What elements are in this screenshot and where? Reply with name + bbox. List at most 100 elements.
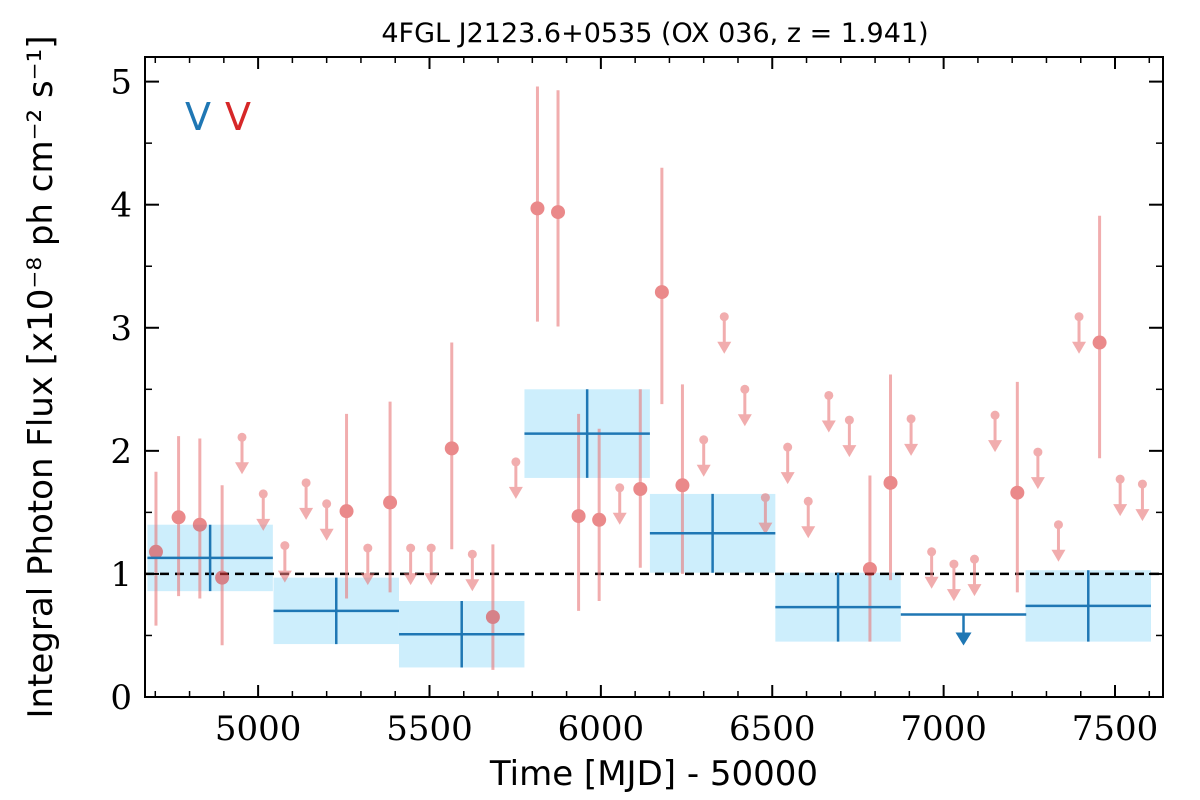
x-tick-label: 5000 <box>215 709 302 749</box>
red-point <box>592 512 607 527</box>
red-series <box>148 86 1150 670</box>
red-point <box>383 495 398 510</box>
chart-title: 4FGL J2123.6+0535 (OX 036, z = 1.941) <box>381 18 928 49</box>
plot-frame <box>144 56 1164 698</box>
red-upper-limit-point <box>719 312 729 322</box>
red-upper-limit-point <box>237 432 247 442</box>
y-axis: 0 1 2 3 4 5 <box>110 63 1163 718</box>
red-upper-limit-point <box>1074 312 1084 322</box>
y-tick-label: 3 <box>110 309 132 349</box>
red-upper-limit-point <box>906 414 916 424</box>
red-upper-limit-point <box>949 559 959 569</box>
red-upper-limit-arrow <box>717 341 732 354</box>
red-upper-limit-point <box>699 435 709 445</box>
red-point <box>1010 485 1025 500</box>
red-point <box>675 478 690 493</box>
red-upper-limit-arrow <box>403 573 418 586</box>
red-upper-limit-point <box>426 543 436 553</box>
red-upper-limit-arrow <box>424 573 439 586</box>
x-axis: 5000 5500 6000 6500 7000 7500 <box>154 57 1159 749</box>
red-upper-limit-point <box>969 554 979 564</box>
red-point <box>485 610 500 624</box>
red-point <box>654 285 669 300</box>
x-axis-label: Time [MJD] - 50000 <box>489 754 818 794</box>
red-upper-limit-arrow <box>821 420 836 433</box>
red-upper-limit-point <box>615 483 625 493</box>
red-upper-limit-arrow <box>360 573 375 586</box>
red-upper-limit-point <box>322 499 332 509</box>
red-upper-limit-point <box>511 457 521 467</box>
red-point <box>551 205 566 220</box>
red-upper-limit-point <box>844 415 854 425</box>
red-upper-limit-point <box>740 384 750 394</box>
red-upper-limit-arrow <box>696 464 711 477</box>
red-upper-limit-arrow <box>1051 549 1066 562</box>
legend-entry: V <box>225 95 251 139</box>
red-upper-limit-point <box>258 489 268 499</box>
y-tick-label: 0 <box>110 678 132 718</box>
red-upper-limit-point <box>467 549 477 559</box>
red-upper-limit-arrow <box>1072 341 1087 354</box>
y-tick-label: 1 <box>110 555 132 595</box>
red-upper-limit-arrow <box>277 570 292 583</box>
red-point <box>148 544 163 559</box>
red-upper-limit-point <box>990 410 1000 420</box>
red-upper-limit-arrow <box>904 443 919 456</box>
red-upper-limit-arrow <box>801 526 816 539</box>
x-tick-label: 5500 <box>386 709 473 749</box>
plot-area <box>145 86 1163 670</box>
red-upper-limit-arrow <box>1135 509 1150 522</box>
red-point <box>571 509 586 524</box>
red-upper-limit-arrow <box>1030 477 1045 490</box>
red-point <box>215 570 230 585</box>
y-axis-label: Integral Photon Flux [x10⁻⁸ ph cm⁻² s⁻¹] <box>21 35 61 718</box>
red-upper-limit-point <box>406 543 416 553</box>
red-point <box>192 517 207 532</box>
legend-entry: V <box>185 95 211 139</box>
x-tick-label: 7500 <box>1072 709 1159 749</box>
red-upper-limit-point <box>1115 474 1125 484</box>
red-upper-limit-point <box>760 493 770 503</box>
red-point <box>171 510 186 525</box>
red-point <box>1092 335 1107 350</box>
red-upper-limit-point <box>1033 447 1043 457</box>
y-tick-label: 4 <box>110 186 132 226</box>
red-upper-limit-point <box>783 442 793 452</box>
red-upper-limit-arrow <box>465 579 480 592</box>
y-tick-label: 2 <box>110 432 132 472</box>
red-upper-limit-point <box>280 541 290 551</box>
red-upper-limit-arrow <box>758 522 773 535</box>
x-tick-label: 6500 <box>729 709 816 749</box>
red-upper-limit-arrow <box>508 486 523 499</box>
red-upper-limit-arrow <box>319 528 334 541</box>
red-point <box>444 441 459 456</box>
red-upper-limit-point <box>803 496 813 506</box>
red-upper-limit-point <box>301 478 311 488</box>
red-upper-limit-arrow <box>235 462 250 475</box>
red-upper-limit-point <box>1053 520 1063 530</box>
red-upper-limit-arrow <box>842 445 857 458</box>
red-upper-limit-arrow <box>946 589 961 602</box>
red-upper-limit-arrow <box>924 576 939 589</box>
red-upper-limit-arrow <box>299 507 314 520</box>
x-tick-label: 7000 <box>900 709 987 749</box>
red-point <box>530 201 545 216</box>
red-upper-limit-arrow <box>256 518 271 531</box>
red-upper-limit-arrow <box>780 472 795 485</box>
red-point <box>883 475 898 490</box>
red-upper-limit-point <box>927 547 937 557</box>
blue-upper-limit-arrow <box>955 632 972 646</box>
red-upper-limit-point <box>363 543 373 553</box>
red-point <box>862 562 877 576</box>
red-upper-limit-arrow <box>967 584 982 597</box>
red-upper-limit-arrow <box>1113 504 1128 517</box>
red-point <box>633 482 648 496</box>
red-upper-limit-arrow <box>737 414 752 427</box>
red-upper-limit-point <box>1137 479 1147 489</box>
red-upper-limit-arrow <box>988 440 1003 453</box>
x-tick-label: 6000 <box>558 709 645 749</box>
red-upper-limit-arrow <box>612 512 627 525</box>
y-tick-label: 5 <box>110 63 132 103</box>
